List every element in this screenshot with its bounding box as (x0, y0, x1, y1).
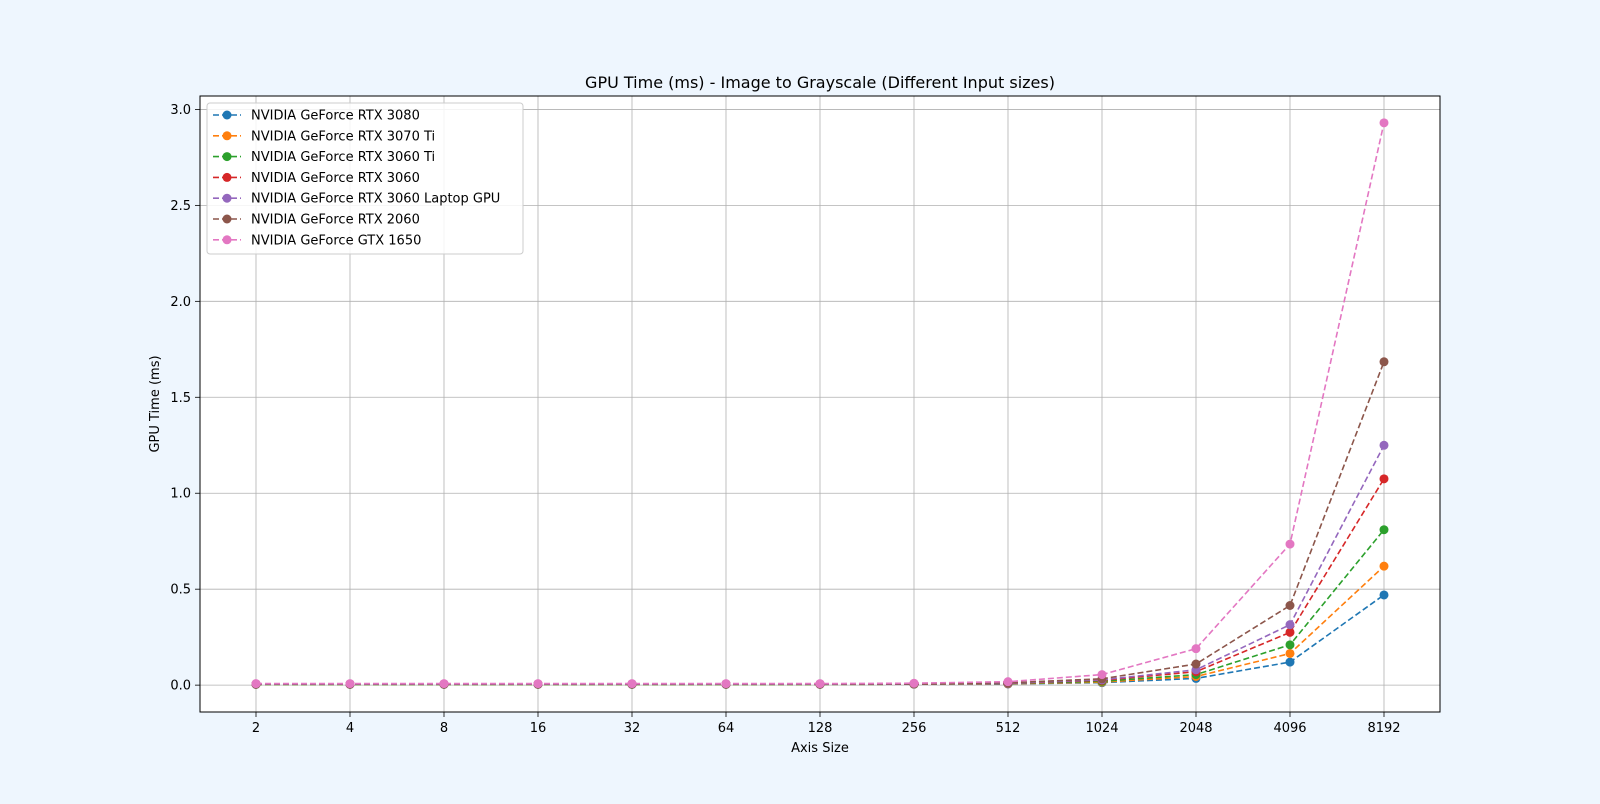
legend-label: NVIDIA GeForce RTX 3070 Ti (251, 129, 435, 144)
y-tick-label: 1.0 (170, 487, 191, 502)
chart-title: GPU Time (ms) - Image to Grayscale (Diff… (585, 73, 1055, 92)
legend-marker (222, 110, 232, 120)
series-7 (251, 118, 1389, 689)
x-tick-label: 8192 (1367, 721, 1400, 736)
legend-marker (222, 131, 232, 141)
x-tick-label: 2048 (1179, 721, 1212, 736)
data-point (1379, 525, 1389, 535)
x-tick-label: 2 (252, 721, 260, 736)
data-point (345, 679, 355, 689)
data-point (1285, 627, 1295, 637)
legend-marker (222, 235, 232, 245)
x-tick-label: 32 (624, 721, 641, 736)
legend-item: NVIDIA GeForce RTX 3060 (213, 171, 420, 186)
data-point (1003, 677, 1013, 687)
data-point (1379, 561, 1389, 571)
y-tick-label: 0.0 (170, 679, 191, 694)
legend-item: NVIDIA GeForce RTX 3080 (213, 109, 420, 124)
data-point (1285, 640, 1295, 650)
data-point (1379, 474, 1389, 484)
data-point (1285, 600, 1295, 610)
legend-marker (222, 152, 232, 162)
legend-marker (222, 193, 232, 203)
x-tick-label: 512 (996, 721, 1021, 736)
data-point (1191, 659, 1201, 669)
legend-item: NVIDIA GeForce RTX 3060 Laptop GPU (213, 192, 500, 207)
legend-item: NVIDIA GeForce GTX 1650 (213, 233, 421, 248)
legend-marker (222, 172, 232, 182)
y-tick-label: 0.5 (170, 583, 191, 598)
legend-label: NVIDIA GeForce RTX 3060 Laptop GPU (251, 192, 500, 207)
legend-marker (222, 214, 232, 224)
data-point (439, 679, 449, 689)
data-point (251, 679, 261, 689)
y-axis-label: GPU Time (ms) (148, 355, 163, 452)
data-point (1379, 118, 1389, 128)
legend-item: NVIDIA GeForce RTX 3060 Ti (213, 150, 435, 165)
data-point (533, 679, 543, 689)
data-point (1285, 648, 1295, 658)
data-point (721, 679, 731, 689)
x-axis-label: Axis Size (791, 741, 849, 756)
data-point (909, 678, 919, 688)
x-tick-label: 256 (902, 721, 927, 736)
x-tick-label: 4 (346, 721, 354, 736)
series-group (251, 118, 1389, 689)
legend-label: NVIDIA GeForce RTX 3060 Ti (251, 150, 435, 165)
legend-item: NVIDIA GeForce RTX 2060 (213, 213, 420, 228)
legend-label: NVIDIA GeForce RTX 3080 (251, 109, 420, 124)
y-tick-label: 2.0 (170, 295, 191, 310)
legend-item: NVIDIA GeForce RTX 3070 Ti (213, 129, 435, 144)
legend: NVIDIA GeForce RTX 3080 NVIDIA GeForce RT… (206, 102, 524, 255)
data-point (1285, 539, 1295, 549)
data-point (1285, 657, 1295, 667)
x-tick-label: 16 (530, 721, 547, 736)
legend-label: NVIDIA GeForce GTX 1650 (251, 233, 421, 248)
x-tick-label: 128 (808, 721, 833, 736)
y-tick-label: 1.5 (170, 391, 191, 406)
data-point (1379, 440, 1389, 450)
y-tick-label: 2.5 (170, 199, 191, 214)
x-tick-label: 4096 (1273, 721, 1306, 736)
legend-box (206, 102, 524, 255)
legend-label: NVIDIA GeForce RTX 2060 (251, 213, 420, 228)
data-point (627, 679, 637, 689)
x-tick-label: 8 (440, 721, 448, 736)
x-tick-label: 64 (718, 721, 735, 736)
data-point (1379, 357, 1389, 367)
ticks: 2 4 8 16 32 64 128 256 512 1024 2048 4096 8192 0.0 0.5… (170, 103, 1400, 736)
y-tick-label: 3.0 (170, 103, 191, 118)
data-point (1191, 644, 1201, 654)
data-point (1097, 670, 1107, 680)
legend-label: NVIDIA GeForce RTX 3060 (251, 171, 420, 186)
data-point (815, 679, 825, 689)
data-point (1285, 620, 1295, 630)
x-tick-label: 1024 (1085, 721, 1118, 736)
data-point (1379, 590, 1389, 600)
